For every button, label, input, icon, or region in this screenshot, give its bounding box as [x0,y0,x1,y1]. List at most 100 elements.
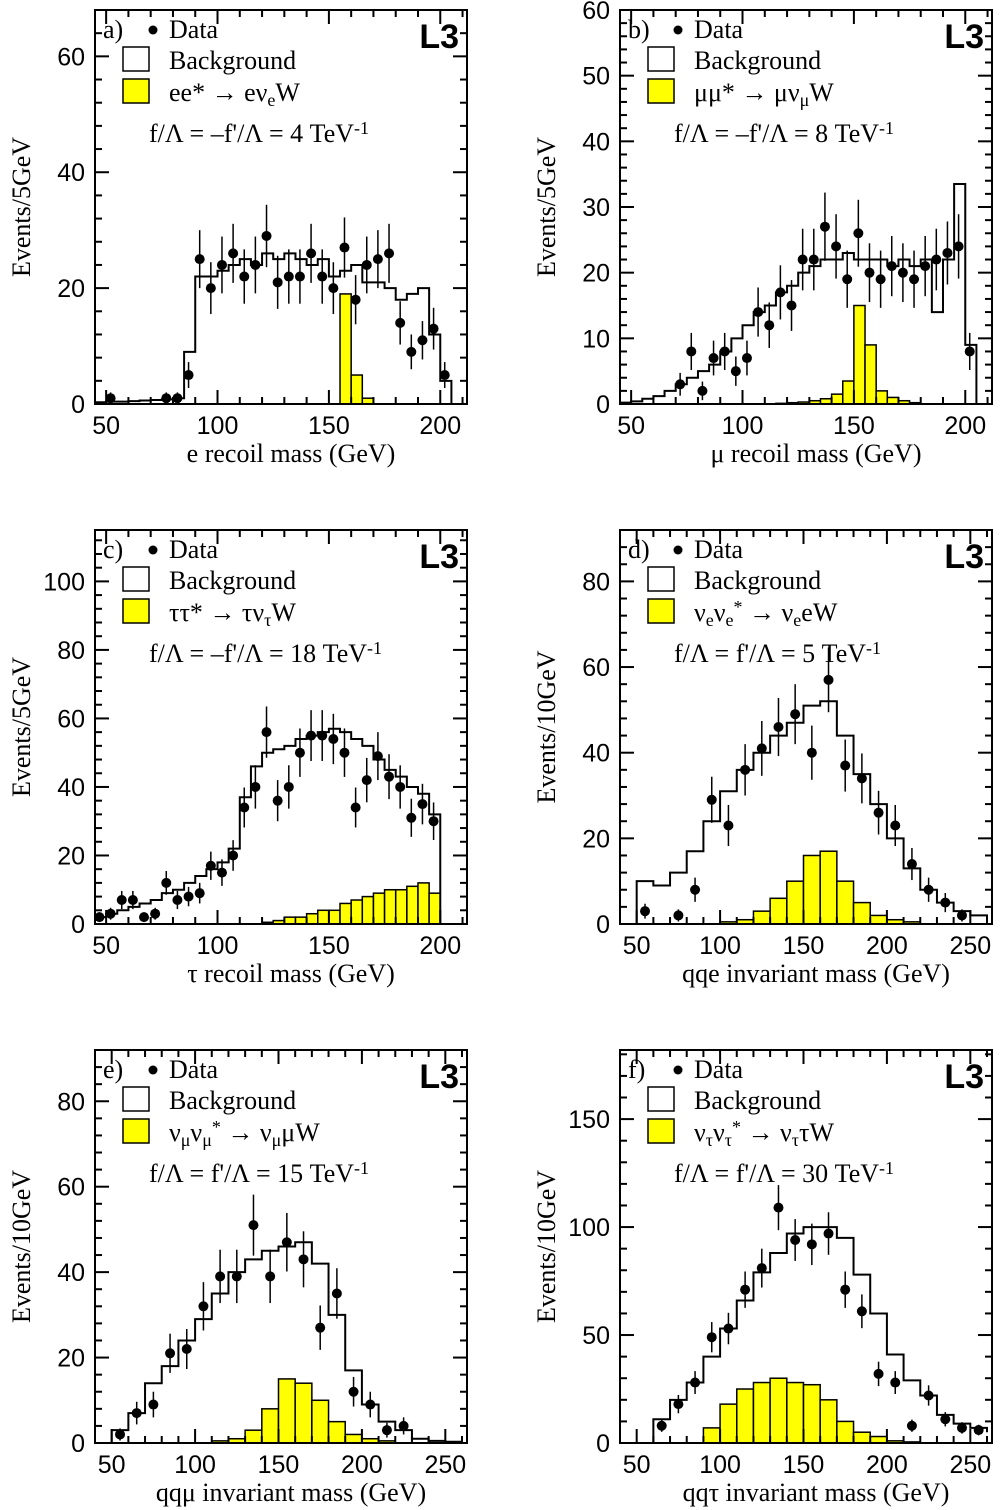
legend-signal-label: νeνe* → νeeW [694,597,838,630]
data-point [183,370,194,381]
legend-data-marker [673,545,683,555]
data-point [395,317,406,328]
signal-bar [311,1399,330,1444]
legend-signal-swatch [122,1118,150,1144]
data-point [261,727,272,738]
data-point [697,385,708,396]
data-point [331,1288,342,1299]
data-point [706,794,717,805]
data-point [790,1235,801,1246]
data-point [261,230,272,241]
legend-signal-swatch [647,598,675,624]
data-point [923,1390,934,1401]
experiment-tag: L3 [944,1058,984,1096]
data-point [298,1254,309,1265]
data-point [250,259,261,270]
data-point [417,335,428,346]
data-point [165,1348,176,1359]
data-point [105,393,116,404]
experiment-tag: L3 [944,18,984,56]
legend-background-swatch [647,46,675,72]
data-point [131,1408,142,1419]
signal-bar [819,850,838,925]
panel-label: a) [103,15,123,44]
data-point [194,254,205,265]
legend-coupling-label: f/Λ = f'/Λ = 5 TeV-1 [674,638,881,668]
data-point [183,891,194,902]
data-point [723,820,734,831]
x-axis-label: μ recoil mass (GeV) [710,439,921,468]
y-tick-label: 0 [596,1430,610,1458]
y-tick-label: 100 [568,1214,610,1242]
x-tick-label: 200 [866,932,908,960]
x-tick-label: 150 [783,1451,825,1479]
signal-bar [261,1408,280,1444]
legend-background-swatch [647,566,675,592]
plot-frame [94,9,468,405]
signal-bar [769,897,788,925]
legend-background-swatch [122,1086,150,1112]
data-point [384,248,395,259]
legend-coupling-label: f/Λ = –f'/Λ = 4 TeV-1 [149,118,369,148]
data-point [730,366,741,377]
legend-data-label: Data [169,1055,219,1084]
experiment-tag: L3 [419,538,459,576]
legend-background-swatch [122,566,150,592]
data-point [673,1399,684,1410]
data-point [740,764,751,775]
data-point [909,274,920,285]
data-point [890,1377,901,1388]
legend-signal-label: ee* → eνeW [169,78,300,110]
signal-bar [869,914,888,925]
y-tick-label: 40 [57,774,85,802]
data-point [328,283,339,294]
signal-bar [752,910,771,925]
signal-bar [875,390,889,405]
legend-background-swatch [122,46,150,72]
data-point [953,241,964,252]
data-point [161,877,172,888]
legend-coupling-label: f/Λ = –f'/Λ = 18 TeV-1 [149,638,382,668]
data-point [942,247,953,258]
data-point [806,747,817,758]
signal-bar [752,1381,771,1444]
panel-label: c) [103,535,123,564]
data-point [906,859,917,870]
data-point [398,1420,409,1431]
data-point [381,1425,392,1436]
chart-panel-e: 50 100 150 200 250 0 20 40 60 80 qqμ invariant mas… [7,1049,468,1507]
data-point [864,267,875,278]
signal-bar [853,304,866,405]
signal-bar [802,1383,821,1444]
chart-panel-b: 50 100 150 200 0 10 20 30 40 50 60 μ recoil mass (G… [532,0,993,468]
signal-bar [327,1420,346,1444]
data-point [148,1399,159,1410]
data-point [281,1237,292,1248]
x-tick-label: 100 [722,412,764,440]
background-histogram [94,727,442,924]
data-point [216,259,227,270]
signal-bar [830,393,844,405]
x-tick-label: 200 [341,1451,383,1479]
y-tick-label: 40 [582,740,610,768]
signal-bar [836,1420,855,1444]
signal-bar [277,1378,296,1444]
legend-data-label: Data [694,15,744,44]
y-tick-label: 50 [582,1322,610,1350]
legend-data-label: Data [169,535,219,564]
y-tick-label: 60 [57,43,85,71]
y-tick-label: 50 [582,63,610,91]
x-tick-label: 150 [258,1451,300,1479]
data-point [856,773,867,784]
data-point [395,781,406,792]
data-point [283,781,294,792]
signal-bar [372,892,386,925]
data-point [215,1271,226,1282]
y-tick-label: 0 [596,391,610,419]
signal-bar [417,882,430,925]
legend-background-label: Background [694,1086,821,1115]
data-point [228,850,239,861]
x-tick-label: 50 [623,1451,651,1479]
data-point [964,346,975,357]
